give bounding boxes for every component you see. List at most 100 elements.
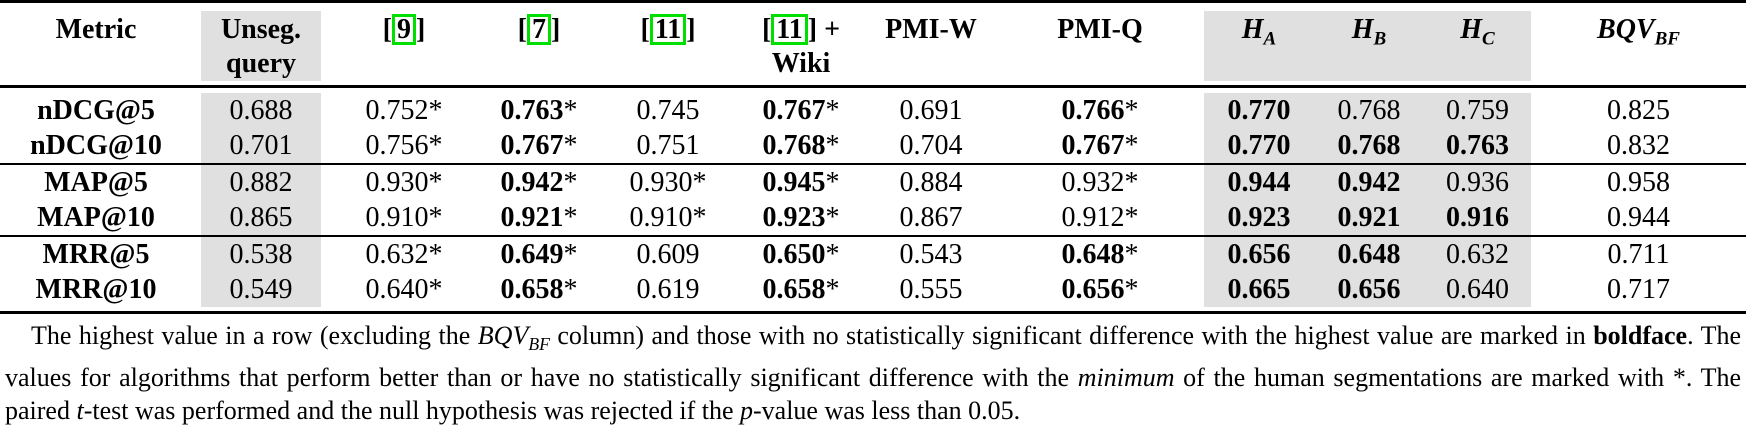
metric-value: 0.921 xyxy=(500,202,564,233)
value-cell-ref9: 0.632* xyxy=(330,237,478,272)
value-cell-pmiq: 0.767* xyxy=(996,128,1204,163)
metric-value: 0.932 xyxy=(1061,167,1125,198)
value-cell-pmiw: 0.555 xyxy=(866,272,996,307)
value-cell-bqv: 0.711 xyxy=(1531,237,1746,272)
caption-text-segment: minimum xyxy=(1077,363,1175,393)
bracket-close: ] xyxy=(807,14,818,45)
value-cell-hc: 0.936 xyxy=(1424,165,1531,200)
significance-star: * xyxy=(1124,239,1139,270)
metric-value: 0.942 xyxy=(500,167,564,198)
metric-value: 0.767 xyxy=(500,130,564,161)
caption-text-segment: boldface xyxy=(1593,321,1688,350)
metric-value: 0.923 xyxy=(762,202,826,233)
metric-value: 0.543 xyxy=(899,239,963,270)
value-cell-pmiw: 0.543 xyxy=(866,237,996,272)
math-symbol: H xyxy=(1351,14,1374,45)
metric-value: 0.930 xyxy=(365,167,429,198)
value-cell-ref7: 0.942* xyxy=(478,165,600,200)
value-cell-ref11: 0.619 xyxy=(600,272,736,307)
metric-value: 0.640 xyxy=(1446,274,1509,305)
value-cell-bqv: 0.825 xyxy=(1531,93,1746,128)
metric-row-label: MRR@10 xyxy=(35,274,157,305)
citation-link-7[interactable]: 7 xyxy=(527,14,551,45)
metric-value: 0.752 xyxy=(365,95,429,126)
metric-value: 0.958 xyxy=(1607,167,1670,198)
metric-value: 0.650 xyxy=(762,239,826,270)
metric-value: 0.944 xyxy=(1227,167,1291,198)
column-header-hc: HC xyxy=(1424,11,1531,81)
metric-value: 0.555 xyxy=(899,274,963,305)
significance-star: * xyxy=(692,202,707,233)
value-cell-unseg: 0.701 xyxy=(192,128,330,163)
metric-value: 0.768 xyxy=(762,130,826,161)
caption-text-segment: -test was performed and the null hypothe… xyxy=(83,396,740,426)
citation-link-9[interactable]: 9 xyxy=(392,14,416,45)
value-cell-ref11wiki: 0.768* xyxy=(736,128,866,163)
metric-value: 0.768 xyxy=(1337,130,1401,161)
value-cell-ref11wiki: 0.658* xyxy=(736,272,866,307)
metric-value: 0.912 xyxy=(1061,202,1125,233)
value-cell-ref9: 0.640* xyxy=(330,272,478,307)
column-header-unseg: Unseg. query xyxy=(192,11,330,81)
value-cell-ref7: 0.649* xyxy=(478,237,600,272)
caption-text-segment: t xyxy=(76,396,84,426)
metric-value: 0.766 xyxy=(1061,95,1125,126)
significance-star: * xyxy=(1124,167,1139,198)
citation-link-11-wiki[interactable]: 11 xyxy=(771,14,808,45)
math-symbol: H xyxy=(1241,14,1264,45)
metric-value: 0.701 xyxy=(229,130,293,161)
significance-star: * xyxy=(428,130,443,161)
value-cell-pmiw: 0.704 xyxy=(866,128,996,163)
spacer xyxy=(0,3,1746,11)
caption-text-segment: -value was less than 0.05. xyxy=(753,396,1021,426)
column-header-ref7: [7] xyxy=(478,11,600,81)
value-cell-ha: 0.770 xyxy=(1204,93,1314,128)
value-cell-pmiq: 0.656* xyxy=(996,272,1204,307)
metric-value: 0.936 xyxy=(1446,167,1509,198)
value-cell-bqv: 0.958 xyxy=(1531,165,1746,200)
significance-star: * xyxy=(563,167,578,198)
metric-value: 0.767 xyxy=(1061,130,1125,161)
value-cell-ref7: 0.763* xyxy=(478,93,600,128)
value-cell-ref7: 0.767* xyxy=(478,128,600,163)
caption-text-segment: . The values for algorithms that perform… xyxy=(5,321,1742,393)
value-cell-ha: 0.665 xyxy=(1204,272,1314,307)
horizontal-rule xyxy=(0,0,1746,3)
value-cell-pmiq: 0.766* xyxy=(996,93,1204,128)
results-table: Metric Unseg. query[9][7][11][11] + Wiki PM… xyxy=(0,0,1746,314)
bracket-close: ] xyxy=(416,14,426,45)
metric-value: 0.648 xyxy=(1061,239,1125,270)
significance-star: * xyxy=(825,167,840,198)
significance-star: * xyxy=(563,130,578,161)
metric-value: 0.923 xyxy=(1227,202,1291,233)
value-cell-hb: 0.656 xyxy=(1314,272,1424,307)
table-caption: The highest value in a row (excluding th… xyxy=(5,319,1741,427)
metric-value: 0.756 xyxy=(365,130,429,161)
metric-row-label: MRR@5 xyxy=(42,239,150,270)
metric-value: 0.867 xyxy=(899,202,963,233)
value-cell-pmiw: 0.867 xyxy=(866,200,996,235)
column-header-metric: Metric xyxy=(55,14,137,45)
metric-value: 0.882 xyxy=(229,167,293,198)
paper-table-figure: Metric Unseg. query[9][7][11][11] + Wiki PM… xyxy=(0,0,1746,427)
value-cell-unseg: 0.549 xyxy=(192,272,330,307)
value-cell-ref11wiki: 0.945* xyxy=(736,165,866,200)
metric-value: 0.632 xyxy=(1446,239,1509,270)
value-cell-hc: 0.640 xyxy=(1424,272,1531,307)
significance-star: * xyxy=(825,239,840,270)
math-subscript: C xyxy=(1482,28,1495,50)
metric-value: 0.916 xyxy=(1446,202,1509,233)
significance-star: * xyxy=(428,202,443,233)
math-symbol: H xyxy=(1460,14,1483,45)
significance-star: * xyxy=(563,239,578,270)
column-header-ha: HA xyxy=(1204,11,1314,81)
significance-star: * xyxy=(563,202,578,233)
metric-value: 0.944 xyxy=(1607,202,1670,233)
citation-group: [9] xyxy=(383,14,426,45)
metric-value: 0.942 xyxy=(1337,167,1401,198)
citation-link-11[interactable]: 11 xyxy=(649,14,687,45)
citation-group: [11] xyxy=(640,14,696,45)
metric-value: 0.717 xyxy=(1607,274,1670,305)
value-cell-pmiq: 0.912* xyxy=(996,200,1204,235)
metric-value: 0.691 xyxy=(899,95,963,126)
